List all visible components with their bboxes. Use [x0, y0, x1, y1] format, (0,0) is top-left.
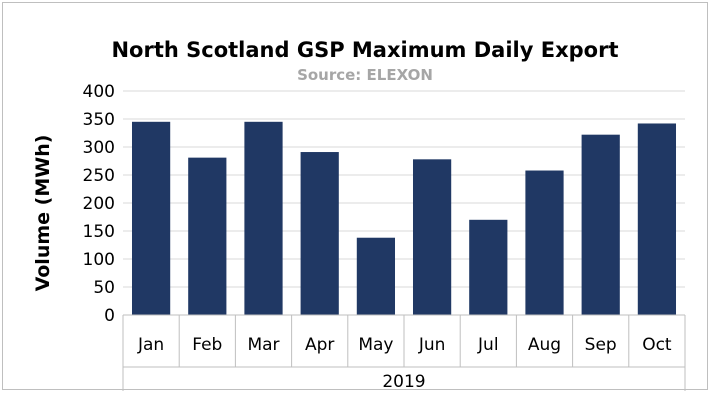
y-axis-label: Volume (MWh) [32, 135, 54, 292]
y-tick-label: 200 [83, 194, 115, 214]
bar-apr [300, 152, 339, 315]
x-axis: Jan Feb Mar Apr May Jun Jul Aug Sep Oct [122, 314, 686, 391]
y-tick-label: 100 [83, 250, 115, 270]
x-tick-label: Apr [305, 335, 334, 355]
bar-feb [188, 157, 227, 315]
x-tick-label: Mar [247, 335, 279, 355]
bar-jan [131, 121, 171, 315]
x-tick-label: Jan [137, 335, 164, 355]
bar-may [356, 237, 396, 315]
y-tick-labels: 0 50 100 150 200 250 300 350 400 [83, 82, 115, 326]
x-tick-label: Feb [192, 335, 222, 355]
y-tick-label: 250 [83, 166, 115, 186]
x-tick-label: Sep [585, 335, 617, 355]
x-tick-label: Jun [418, 335, 446, 355]
bar-aug [525, 170, 564, 315]
bar-mar [244, 121, 283, 315]
bars [131, 121, 677, 315]
bar-jul [469, 219, 508, 315]
y-tick-label: 350 [83, 110, 115, 130]
x-tick-label: Aug [528, 335, 561, 355]
bar-jun [412, 159, 452, 315]
y-tick-label: 50 [93, 278, 115, 298]
chart-subtitle: Source: ELEXON [297, 66, 433, 84]
bar-oct [637, 123, 677, 315]
bar-chart: North Scotland GSP Maximum Daily Export … [32, 38, 686, 391]
y-tick-label: 0 [104, 306, 115, 326]
x-tick-label: Jul [477, 335, 499, 355]
y-tick-label: 400 [83, 82, 115, 102]
chart-title: North Scotland GSP Maximum Daily Export [111, 38, 618, 62]
x-tick-label: May [358, 335, 393, 355]
y-tick-label: 150 [83, 222, 115, 242]
x-tick-label: Oct [642, 335, 672, 355]
x-axis-group-label: 2019 [382, 372, 425, 391]
bar-sep [581, 134, 620, 315]
y-tick-label: 300 [83, 138, 115, 158]
